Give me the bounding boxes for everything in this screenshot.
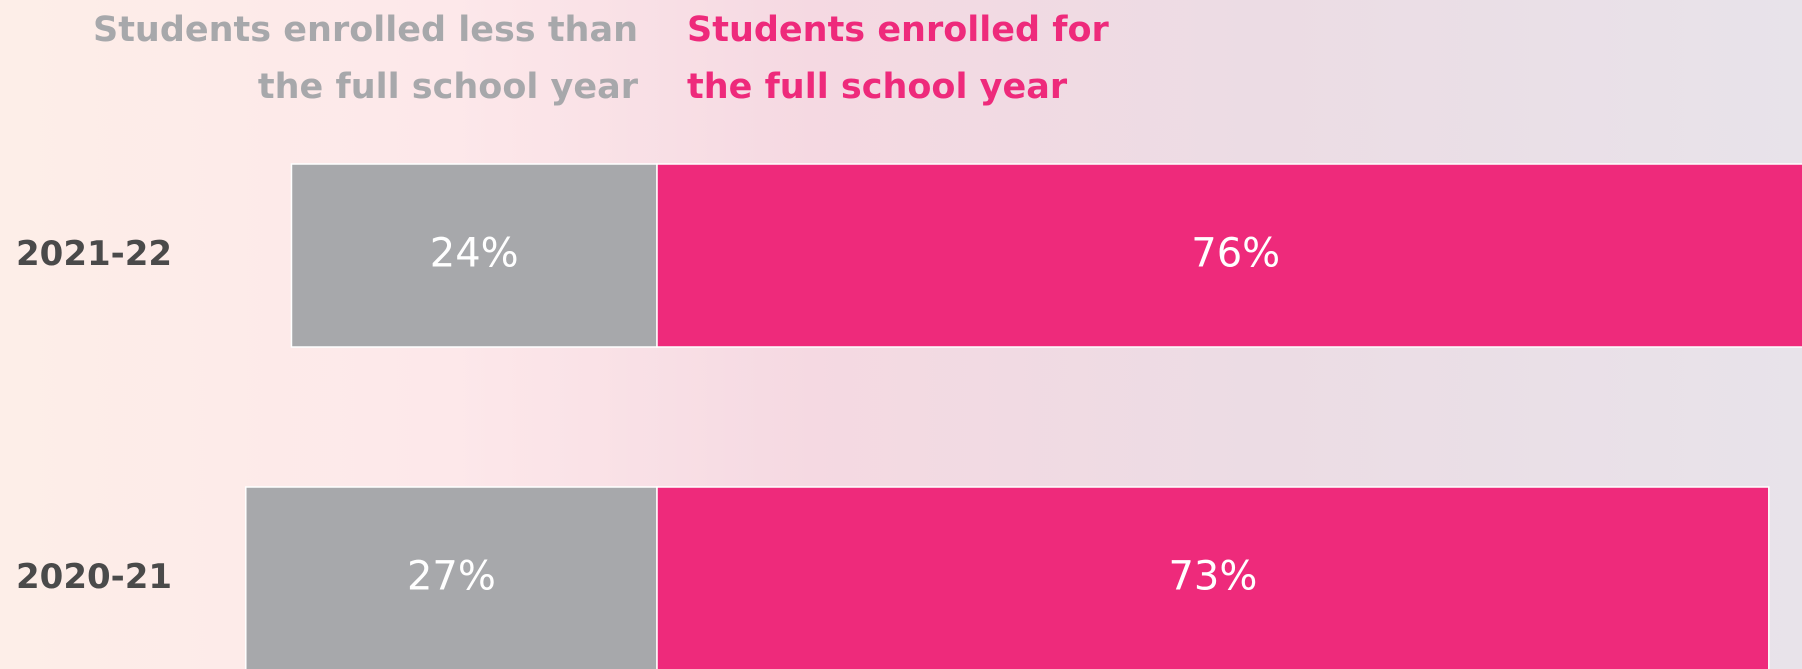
bar (245, 486, 658, 669)
value-label: 73% (1168, 554, 1257, 600)
bar (290, 163, 658, 348)
category-label: 2020-21 (16, 557, 172, 597)
bar (656, 163, 1802, 348)
legend-entry: Students enrolled less than the full sch… (92, 10, 638, 107)
category-label: 2021-22 (16, 234, 172, 274)
value-label: 27% (407, 554, 496, 600)
legend-entry: Students enrolled for the full school ye… (687, 10, 1109, 107)
value-label: 24% (430, 231, 519, 277)
value-label: 76% (1191, 231, 1280, 277)
bar (656, 486, 1770, 669)
